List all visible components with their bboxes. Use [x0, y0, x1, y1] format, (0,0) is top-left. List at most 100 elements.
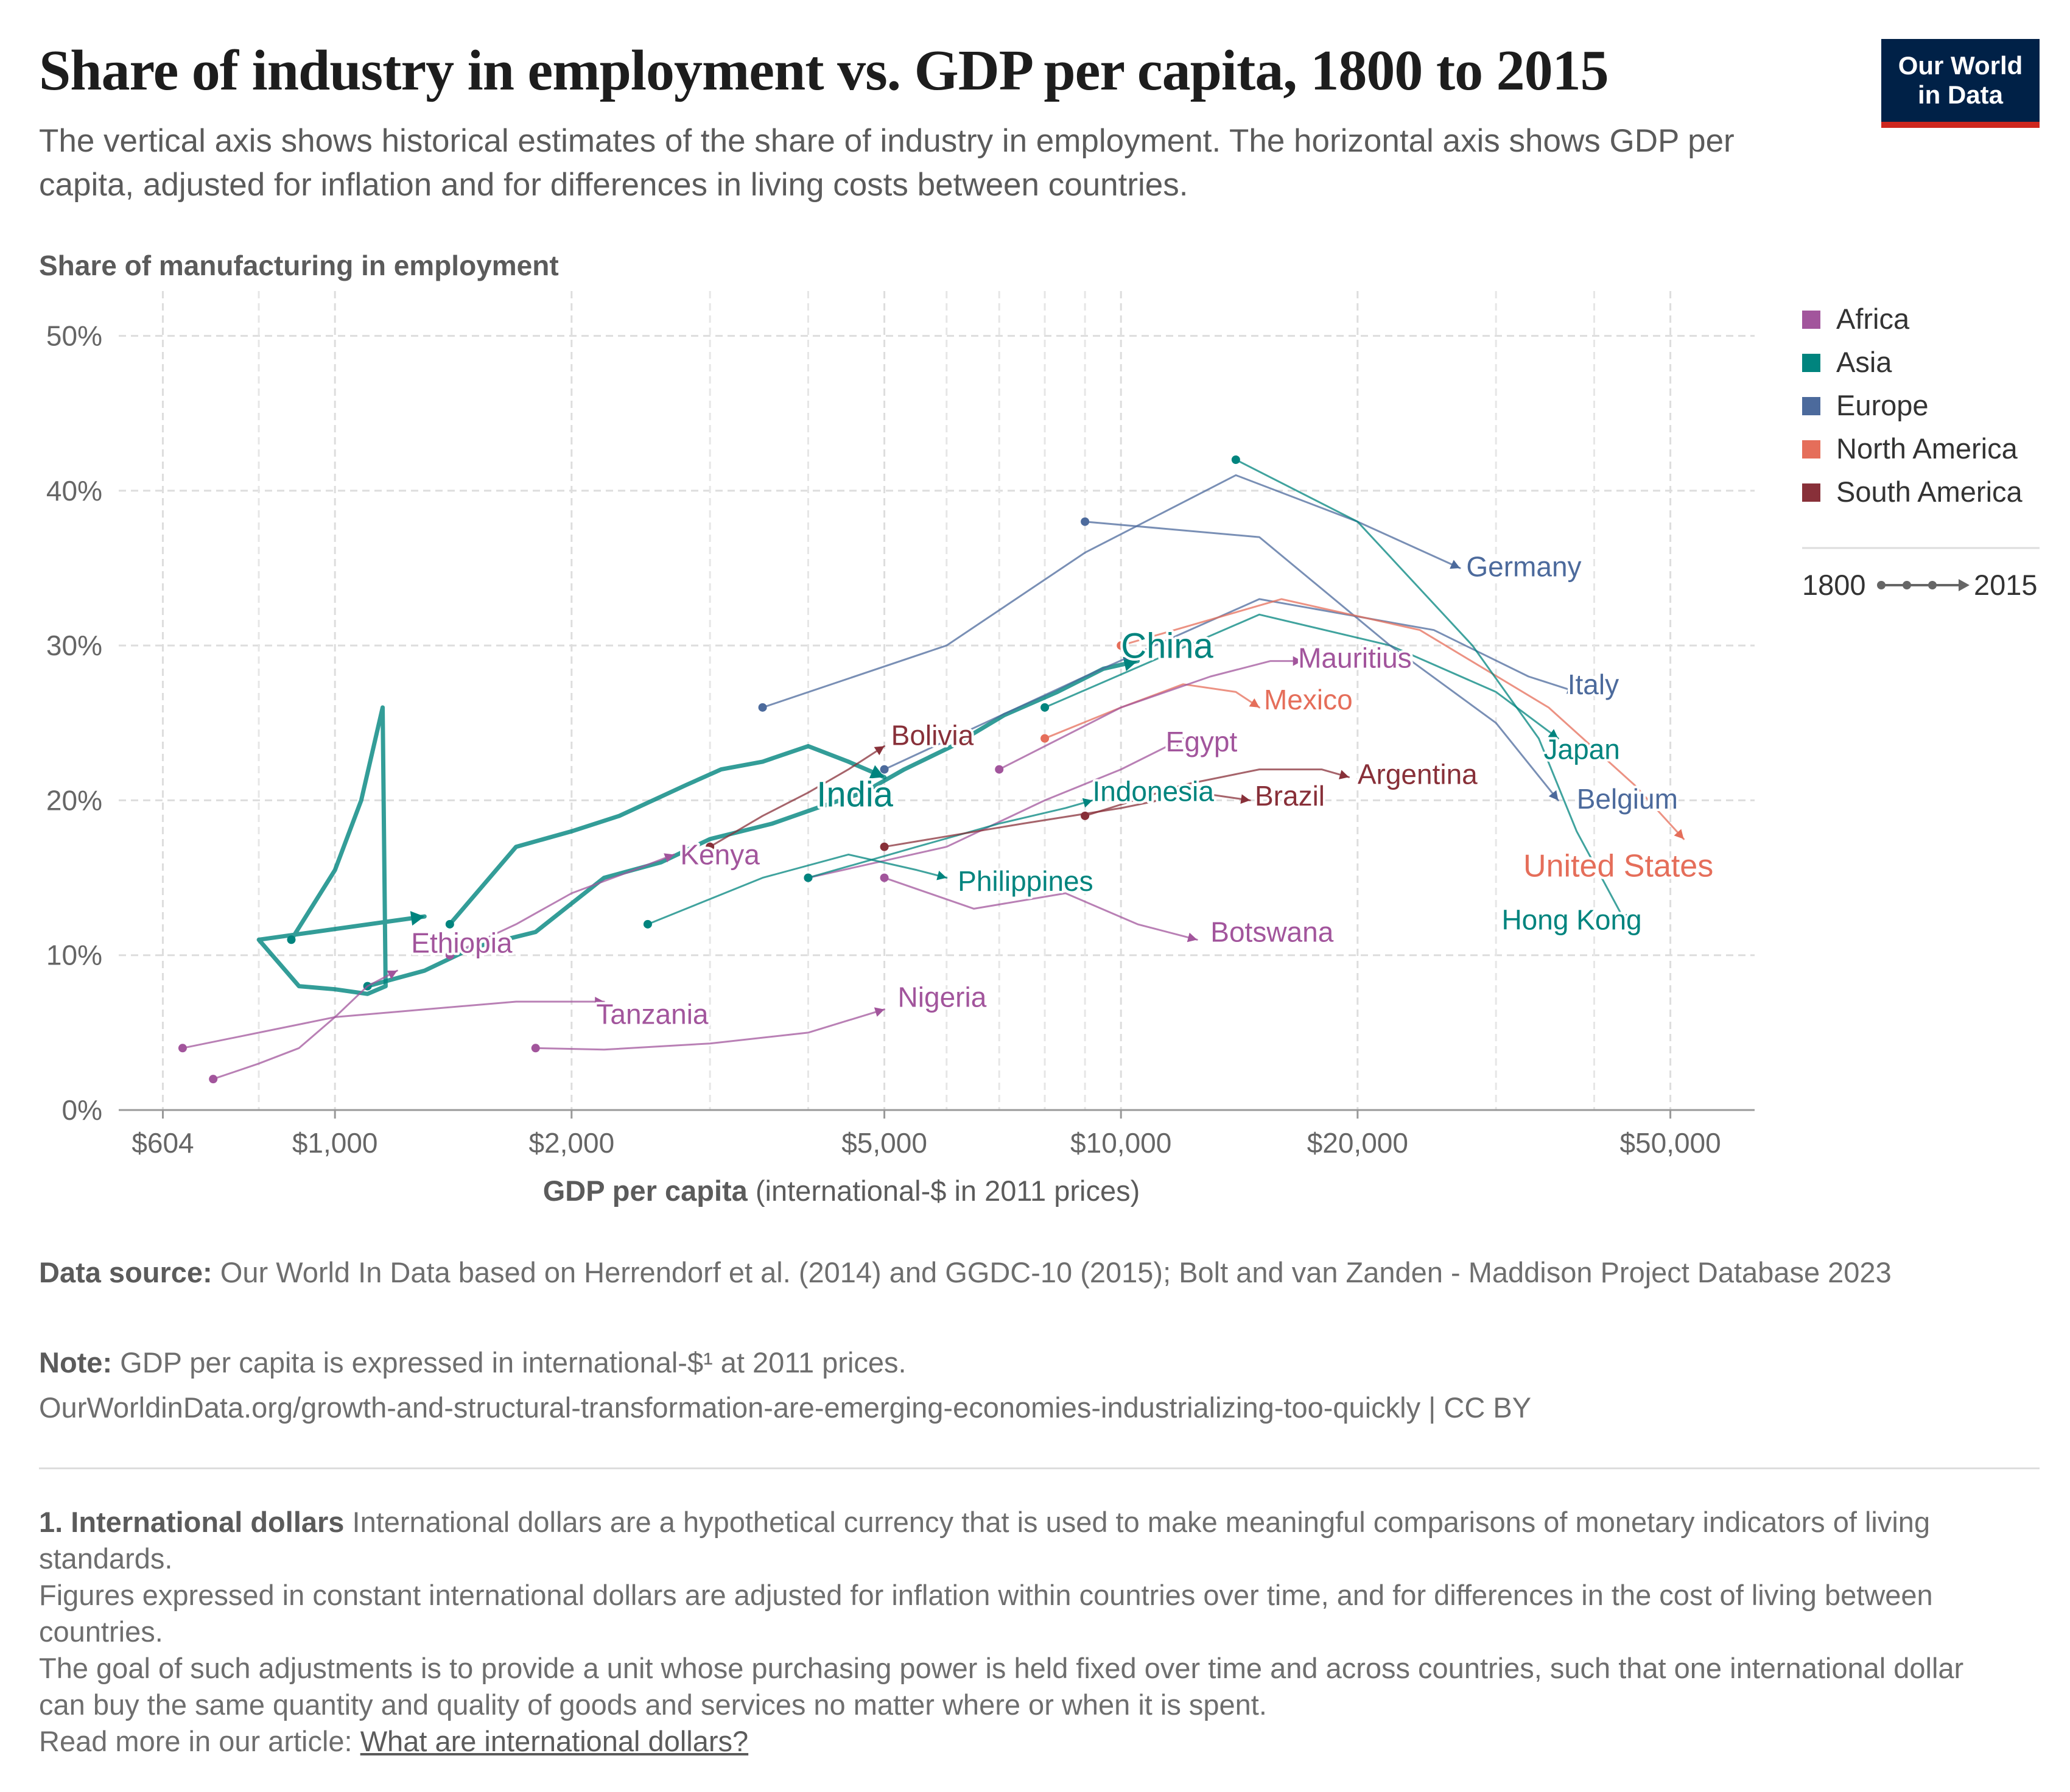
series-start-point	[1040, 734, 1050, 743]
x-tick-label: $10,000	[1070, 1127, 1171, 1159]
x-axis-label: GDP per capita (international-$ in 2011 …	[543, 1175, 1140, 1207]
series-line	[807, 737, 1184, 879]
country-label-brazil: Brazil	[1255, 780, 1325, 812]
series-line	[883, 792, 1251, 848]
legend-swatch	[1802, 483, 1820, 502]
x-tick-label: $50,000	[1619, 1127, 1721, 1159]
series-line	[762, 474, 1461, 709]
x-tick-label: $20,000	[1307, 1127, 1408, 1159]
series-end-arrow	[874, 1007, 885, 1017]
owid-logo[interactable]: Our World in Data	[1881, 39, 2040, 128]
legend-label: Africa	[1836, 303, 1910, 335]
country-label-mexico: Mexico	[1264, 684, 1353, 715]
series-start-point	[1231, 455, 1240, 464]
series-end-arrow	[874, 746, 885, 756]
series-start-point	[445, 919, 454, 929]
series-start-point	[995, 765, 1004, 774]
series-line	[709, 745, 886, 848]
x-tick-label: $5,000	[841, 1127, 927, 1159]
x-tick-label: $1,000	[292, 1127, 378, 1159]
x-tick-label: $2,000	[528, 1127, 614, 1159]
legend-label: South America	[1836, 476, 2023, 508]
series-line	[535, 1008, 886, 1051]
note-label: Note:	[39, 1346, 113, 1379]
country-label-philippines: Philippines	[958, 865, 1093, 897]
footnote-read-more: Read more in our article: What are inter…	[39, 1723, 2005, 1760]
series-line	[1120, 598, 1685, 840]
series-end-arrow	[1123, 656, 1138, 672]
country-label-ethiopia: Ethiopia	[411, 927, 513, 958]
logo-line-2: in Data	[1917, 80, 2004, 109]
series-end-arrow	[1240, 794, 1251, 804]
series-end-arrow	[936, 871, 947, 880]
legend-time-dot	[1903, 581, 1911, 589]
series-line	[998, 660, 1303, 771]
footnotes: 1. International dollars International d…	[39, 1504, 2005, 1760]
y-tick-label: 30%	[46, 630, 102, 661]
series-end-arrow	[1249, 698, 1260, 708]
series-line	[807, 799, 1093, 879]
x-axis-label-units: (international-$ in 2011 prices)	[756, 1175, 1140, 1207]
source-url[interactable]: OurWorldinData.org/growth-and-structural…	[39, 1391, 1532, 1424]
series-end-arrow	[387, 970, 398, 980]
series-end-arrow	[1618, 913, 1627, 924]
legend-swatch	[1802, 311, 1820, 329]
series-line	[1235, 459, 1628, 926]
series-start-point	[706, 842, 715, 851]
series-start-point	[804, 873, 813, 882]
chart-title: Share of industry in employment vs. GDP …	[39, 39, 1609, 102]
series-end-arrow	[410, 911, 425, 926]
international-dollars-link[interactable]: What are international dollars?	[360, 1725, 749, 1757]
note: Note: GDP per capita is expressed in int…	[39, 1344, 2030, 1381]
series-line	[212, 969, 398, 1080]
series-line	[447, 743, 887, 927]
data-source-text: Our World In Data based on Herrendorf et…	[220, 1256, 1892, 1288]
logo-line-1: Our World	[1898, 51, 2023, 80]
country-label-nigeria: Nigeria	[898, 981, 987, 1013]
series-start-point	[880, 842, 889, 851]
country-label-china: China	[1121, 626, 1213, 666]
series-end-arrow	[1566, 684, 1577, 694]
series-end-arrow	[1339, 770, 1349, 779]
series-start-point	[1081, 811, 1090, 820]
series-line	[181, 1000, 605, 1049]
legend-time-end: 2015	[1974, 569, 2038, 601]
y-tick-label: 0%	[62, 1094, 102, 1126]
legend-swatch	[1802, 354, 1820, 372]
footnote-1: 1. International dollars International d…	[39, 1504, 2005, 1577]
series-end-arrow	[1450, 560, 1461, 569]
series-end-arrow	[1187, 932, 1198, 943]
legend-swatch	[1802, 440, 1820, 459]
read-more-text: Read more in our article:	[39, 1725, 353, 1757]
y-tick-label: 50%	[46, 320, 102, 352]
legend-time-dot	[1877, 581, 1886, 589]
country-label-argentina: Argentina	[1358, 758, 1478, 790]
series-end-arrow	[1548, 790, 1559, 801]
series-start-point	[178, 1044, 187, 1053]
country-label-egypt: Egypt	[1166, 726, 1238, 757]
country-label-japan: Japan	[1544, 734, 1620, 765]
country-label-botswana: Botswana	[1210, 916, 1333, 948]
country-label-united-states: United States	[1523, 848, 1713, 884]
series-end-arrow	[1548, 729, 1559, 739]
footer-divider	[39, 1467, 2040, 1469]
series-start-point	[1081, 517, 1090, 526]
y-tick-label: 20%	[46, 784, 102, 816]
x-axis-label-main: GDP per capita	[543, 1175, 748, 1207]
series-line	[256, 705, 427, 996]
legend-time-start: 1800	[1802, 569, 1866, 601]
y-tick-label: 10%	[46, 940, 102, 971]
footnote-para-3: The goal of such adjustments is to provi…	[39, 1652, 1964, 1721]
series-start-point	[880, 765, 889, 774]
series-line	[1084, 521, 1559, 801]
series-start-point	[643, 919, 652, 929]
legend-time-arrow	[1959, 579, 1970, 591]
note-text: GDP per capita is expressed in internati…	[120, 1346, 907, 1379]
series-start-point	[880, 873, 889, 882]
country-label-kenya: Kenya	[680, 839, 760, 871]
series-line	[449, 853, 675, 957]
legend-swatch	[1802, 397, 1820, 415]
country-label-germany: Germany	[1466, 551, 1581, 583]
series-start-point	[445, 950, 454, 960]
y-axis-label: Share of manufacturing in employment	[39, 250, 559, 281]
